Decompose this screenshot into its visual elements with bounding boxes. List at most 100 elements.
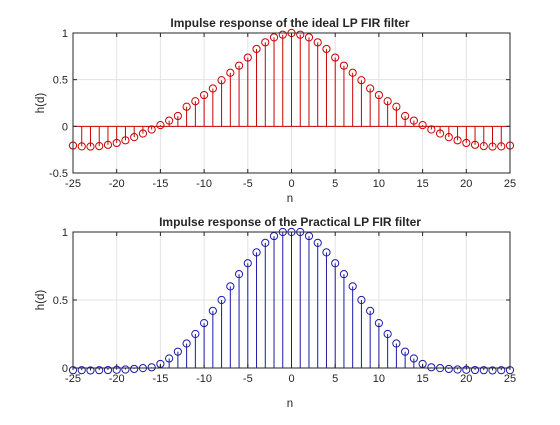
stem-marker	[182, 102, 191, 111]
stem-marker	[366, 84, 375, 93]
stem-marker	[278, 30, 287, 39]
x-tick-label: -20	[109, 373, 125, 385]
y-axis-label: h(d)	[35, 290, 47, 311]
stem-marker	[147, 125, 156, 134]
stem-marker	[357, 76, 366, 85]
stem-marker	[261, 38, 270, 47]
stem-marker	[191, 329, 200, 339]
stem-marker	[130, 133, 139, 142]
x-tick-label: 5	[332, 373, 338, 385]
stem-marker	[173, 347, 182, 356]
x-tick-label: -20	[109, 178, 125, 190]
stem-marker	[182, 339, 191, 348]
chart-title: Impulse response of the Practical LP FIR…	[159, 215, 421, 229]
x-tick-label: -25	[65, 373, 81, 385]
stem-marker	[252, 248, 261, 257]
stem-marker	[103, 140, 113, 149]
stem-marker	[331, 259, 340, 268]
axes-ideal-filter: Impulse response of the ideal LP FIR fil…	[35, 16, 516, 205]
stem-marker	[165, 116, 174, 125]
stem-marker	[269, 33, 279, 42]
x-tick-label: -25	[65, 178, 81, 190]
x-tick-label: -5	[243, 373, 253, 385]
stem-marker	[322, 248, 331, 257]
stem-marker	[366, 306, 375, 315]
stem-marker	[121, 365, 130, 374]
x-tick-label: 25	[504, 178, 516, 190]
stem-marker	[444, 133, 453, 142]
stem-marker	[479, 142, 488, 151]
stem-marker	[208, 306, 217, 315]
stem-marker	[409, 354, 418, 363]
stem-marker	[470, 140, 480, 149]
x-tick-label: 25	[504, 373, 516, 385]
stem-marker	[77, 142, 86, 151]
stem-marker	[409, 116, 418, 125]
stem-marker	[234, 61, 244, 70]
x-tick-label: 0	[288, 178, 294, 190]
stem-marker	[488, 366, 497, 375]
stem-marker	[121, 136, 130, 145]
stem-marker	[191, 97, 200, 106]
x-tick-label: 20	[460, 178, 472, 190]
stem-marker	[77, 366, 86, 375]
x-tick-label: -5	[243, 178, 253, 190]
x-tick-label: 15	[416, 373, 428, 385]
stem-marker	[374, 90, 383, 100]
stem-marker	[173, 111, 182, 121]
stem-marker	[497, 142, 506, 151]
x-tick-label: 5	[332, 178, 338, 190]
stem-marker	[339, 270, 349, 279]
stem-marker	[444, 364, 453, 374]
stem-marker	[234, 270, 244, 279]
stem-marker	[435, 129, 445, 138]
x-tick-label: 15	[416, 178, 428, 190]
y-tick-label: 0.5	[53, 75, 68, 87]
x-tick-label: -10	[196, 178, 212, 190]
stem-marker	[243, 259, 252, 268]
stem-marker	[392, 339, 401, 348]
stem-marker	[112, 138, 121, 148]
stem-marker	[313, 238, 322, 247]
y-axis-label: h(d)	[35, 93, 47, 114]
stem-marker	[374, 319, 383, 328]
stem-marker	[462, 138, 471, 148]
stem-marker	[147, 363, 156, 372]
x-tick-label: -10	[196, 373, 212, 385]
x-axis-label: n	[287, 398, 293, 410]
stem-marker	[392, 102, 401, 111]
stem-marker	[217, 76, 226, 85]
stem-marker	[95, 366, 104, 375]
chart-title: Impulse response of the ideal LP FIR fil…	[170, 16, 409, 30]
stem-marker	[156, 121, 165, 130]
stem-marker	[357, 295, 366, 305]
y-tick-label: 0.5	[53, 295, 68, 307]
stem-marker	[95, 142, 104, 151]
stem-marker	[226, 282, 235, 291]
stem-marker	[217, 295, 226, 305]
stem-marker	[304, 33, 314, 42]
stem-marker	[165, 354, 174, 363]
stem-marker	[103, 365, 113, 375]
stem-marker	[488, 142, 497, 151]
stem-marker	[252, 44, 261, 54]
stem-marker	[348, 68, 357, 77]
stem-marker	[453, 365, 462, 374]
stem-marker	[226, 68, 235, 77]
stem-marker	[470, 365, 480, 375]
stem-marker	[383, 329, 392, 339]
axes-practical-filter: Impulse response of the Practical LP FIR…	[35, 215, 516, 410]
y-tick-label: 1	[62, 28, 68, 40]
stem-marker	[243, 53, 252, 62]
stem-marker	[418, 121, 427, 130]
stem-marker	[383, 97, 392, 106]
x-tick-label: -15	[152, 178, 168, 190]
stem-marker	[200, 90, 209, 100]
stem-marker	[479, 366, 488, 375]
y-tick-label: 1	[62, 227, 68, 239]
stem-marker	[261, 238, 270, 247]
stem-marker	[86, 142, 95, 151]
stem-marker	[348, 282, 357, 291]
stem-marker	[401, 347, 410, 356]
